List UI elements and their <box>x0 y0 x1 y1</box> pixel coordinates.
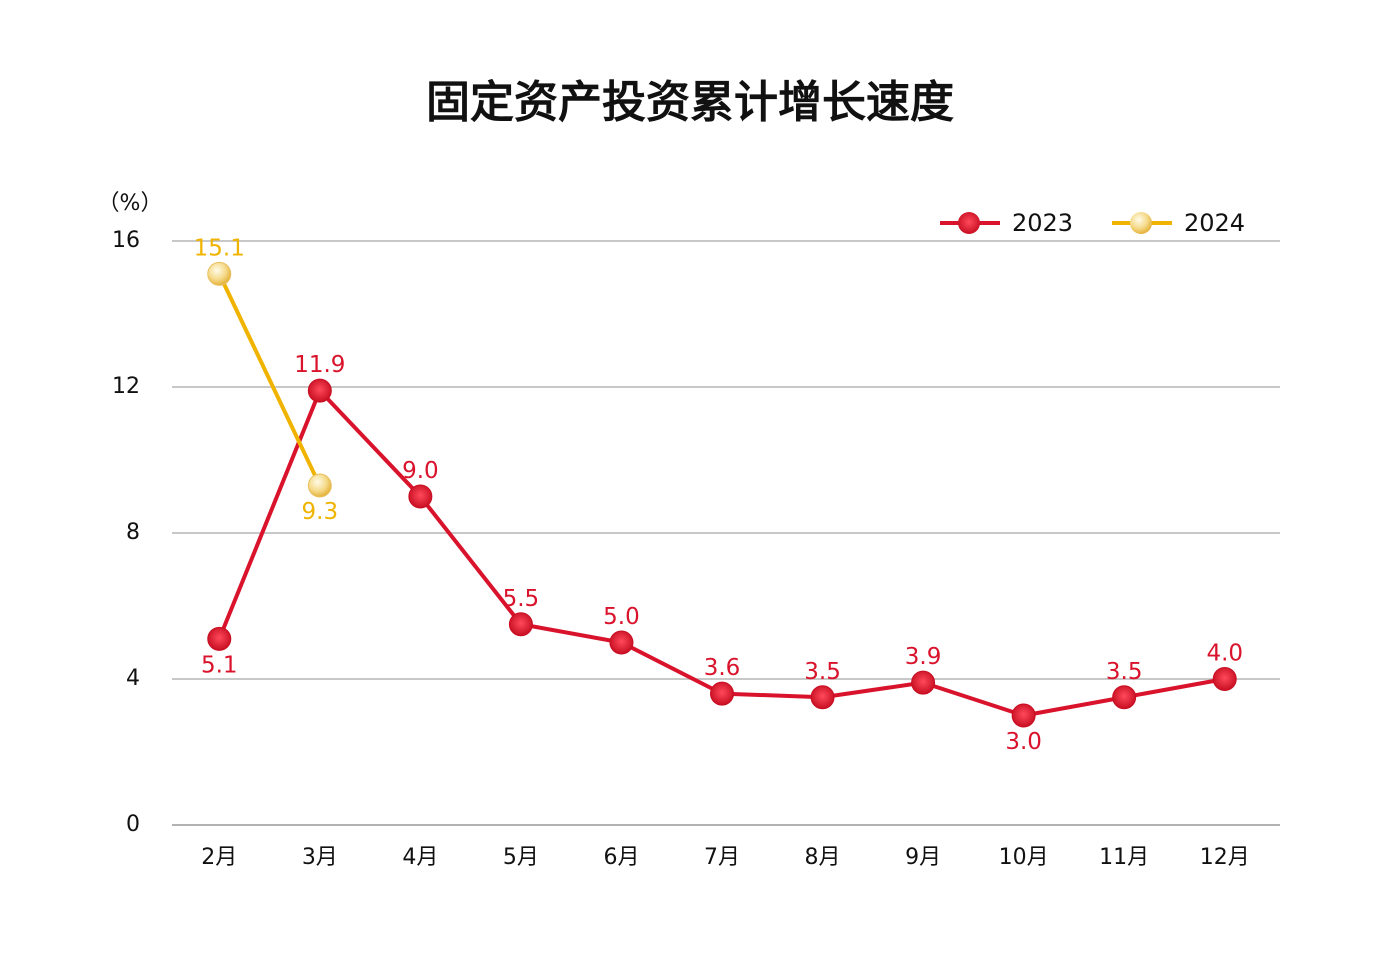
value-label: 5.5 <box>503 586 540 612</box>
value-label: 5.0 <box>603 604 640 630</box>
x-tick-label: 6月 <box>603 845 639 870</box>
value-label: 3.0 <box>1005 729 1042 755</box>
y-axis-label: （%） <box>98 191 163 216</box>
y-tick-label: 4 <box>126 666 140 691</box>
value-label: 5.1 <box>201 652 238 678</box>
y-tick-label: 0 <box>126 812 140 837</box>
point <box>508 612 533 637</box>
point <box>307 378 332 403</box>
value-label: 9.0 <box>402 458 439 484</box>
legend-label: 2023 <box>1012 209 1073 237</box>
x-tick-label: 11月 <box>1099 845 1149 870</box>
y-tick-label: 12 <box>112 374 140 399</box>
x-tick-label: 10月 <box>999 845 1049 870</box>
x-tick-label: 5月 <box>503 845 539 870</box>
value-label: 11.9 <box>294 352 345 378</box>
point <box>207 261 232 286</box>
point <box>307 473 332 498</box>
point <box>1011 703 1036 728</box>
value-label: 4.0 <box>1206 641 1243 667</box>
chart-title: 固定资产投资累计增长速度 <box>426 77 954 128</box>
point <box>1112 685 1137 710</box>
point <box>810 685 835 710</box>
point <box>710 681 734 706</box>
x-tick-label: 4月 <box>402 845 438 870</box>
legend-marker <box>958 212 980 234</box>
point <box>911 670 936 695</box>
legend-label: 2024 <box>1184 209 1245 237</box>
value-label: 3.5 <box>1106 659 1143 685</box>
series-line <box>217 272 322 487</box>
legend-marker <box>1130 212 1152 234</box>
x-tick-label: 12月 <box>1200 845 1250 870</box>
value-label: 15.1 <box>194 235 245 261</box>
x-tick-label: 3月 <box>302 845 338 870</box>
value-label: 3.5 <box>804 659 841 685</box>
y-tick-label: 16 <box>112 228 140 253</box>
x-tick-label: 9月 <box>905 845 941 870</box>
value-label: 9.3 <box>302 499 339 525</box>
value-label: 3.9 <box>905 644 942 670</box>
point <box>1212 667 1237 691</box>
point <box>408 484 433 509</box>
point <box>207 626 232 651</box>
x-tick-label: 2月 <box>201 845 237 870</box>
point <box>609 630 634 655</box>
y-tick-label: 8 <box>126 520 140 545</box>
x-tick-label: 8月 <box>805 845 841 870</box>
x-tick-label: 7月 <box>704 845 740 870</box>
value-label: 3.6 <box>704 655 741 681</box>
